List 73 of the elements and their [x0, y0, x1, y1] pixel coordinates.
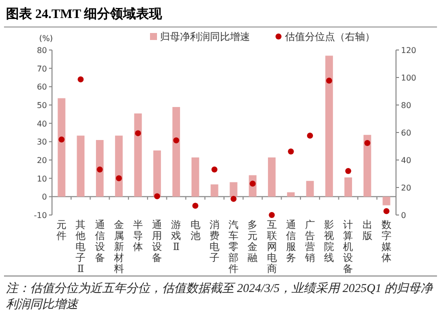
x-tick-label: 游戏Ⅱ — [171, 219, 182, 253]
point — [288, 148, 294, 154]
x-tick-label: 通信服务 — [286, 219, 296, 264]
legend-label: 估值分位点（右轴） — [285, 31, 375, 43]
y2-tick-label: 40 — [401, 156, 412, 165]
point — [58, 136, 65, 143]
x-tick-label: 数字媒体 — [381, 220, 392, 264]
point — [116, 175, 122, 182]
point — [364, 140, 370, 146]
y-tick-label: 30 — [36, 138, 47, 147]
point — [135, 130, 141, 136]
x-tick-label: 半导体 — [133, 219, 143, 253]
bar — [382, 196, 390, 206]
point — [383, 208, 390, 214]
bar — [96, 140, 104, 197]
bar — [268, 157, 276, 197]
y2-tick-label: 0 — [401, 211, 406, 220]
x-tick-label: 通用设备 — [152, 219, 162, 264]
bar — [134, 113, 142, 197]
bar — [325, 56, 333, 197]
point — [173, 137, 180, 144]
chart-title: 图表 24.TMT 细分领域表现 — [6, 6, 164, 21]
y-tick-label: 70 — [36, 64, 47, 74]
y2-tick-label: 20 — [401, 184, 412, 192]
x-tick-label: 汽车零部件 — [228, 219, 239, 275]
point — [211, 166, 218, 172]
x-tick-label: 多元金融 — [248, 219, 258, 264]
bar — [58, 98, 66, 197]
bar — [344, 177, 352, 197]
point — [230, 196, 237, 202]
y-tick-label: -10 — [34, 211, 47, 220]
bar — [172, 107, 180, 197]
x-tick-label: 其他电子Ⅱ — [76, 219, 86, 275]
y-axis-title: (%) — [39, 34, 53, 43]
y2-tick-label: 60 — [401, 128, 412, 138]
bar — [306, 180, 314, 197]
point — [154, 193, 160, 200]
bar — [192, 157, 200, 197]
y2-tick-label: 80 — [401, 101, 412, 110]
bar — [230, 182, 238, 197]
bar — [364, 134, 372, 197]
point — [307, 132, 313, 139]
bar — [115, 136, 123, 197]
y-tick-label: 20 — [36, 156, 47, 165]
y2-tick-label: 120 — [401, 46, 416, 55]
y-tick-label: 0 — [42, 192, 47, 202]
bar — [153, 150, 161, 197]
x-tick-label: 计算机设备 — [343, 219, 354, 275]
legend-label: 归母净利润同比增速 — [160, 31, 250, 43]
point — [192, 202, 198, 209]
y-tick-label: 40 — [36, 119, 47, 128]
point — [78, 76, 84, 82]
point — [268, 212, 275, 218]
text: 注：估值分位为近五年分位，估值数据截至 2024/3/5，业绩采用 2025Q1 的归母净利润同比增速 — [6, 280, 434, 312]
y2-tick-label: 100 — [401, 74, 416, 82]
x-tick-label: 出版 — [362, 219, 372, 242]
x-tick-label: 通信设备 — [94, 219, 105, 264]
bar — [210, 184, 218, 197]
x-tick-label: 影视院线 — [324, 219, 334, 264]
x-tick-label: 消费电子 — [209, 219, 220, 264]
x-tick-label: 广告营销 — [304, 219, 315, 264]
point — [326, 78, 332, 84]
bar — [76, 136, 84, 197]
y-tick-label: 10 — [36, 174, 47, 184]
x-tick-label: 元件 — [56, 220, 67, 242]
y-tick-label: 60 — [36, 82, 47, 92]
point — [345, 168, 352, 174]
y-tick-label: 80 — [36, 46, 47, 55]
x-tick-label: 电池 — [190, 219, 200, 242]
x-tick-label: 金属新材料 — [112, 219, 124, 275]
x-tick-label: 互联网电商 — [266, 220, 277, 275]
point — [96, 166, 103, 172]
y-tick-label: 50 — [36, 101, 47, 110]
